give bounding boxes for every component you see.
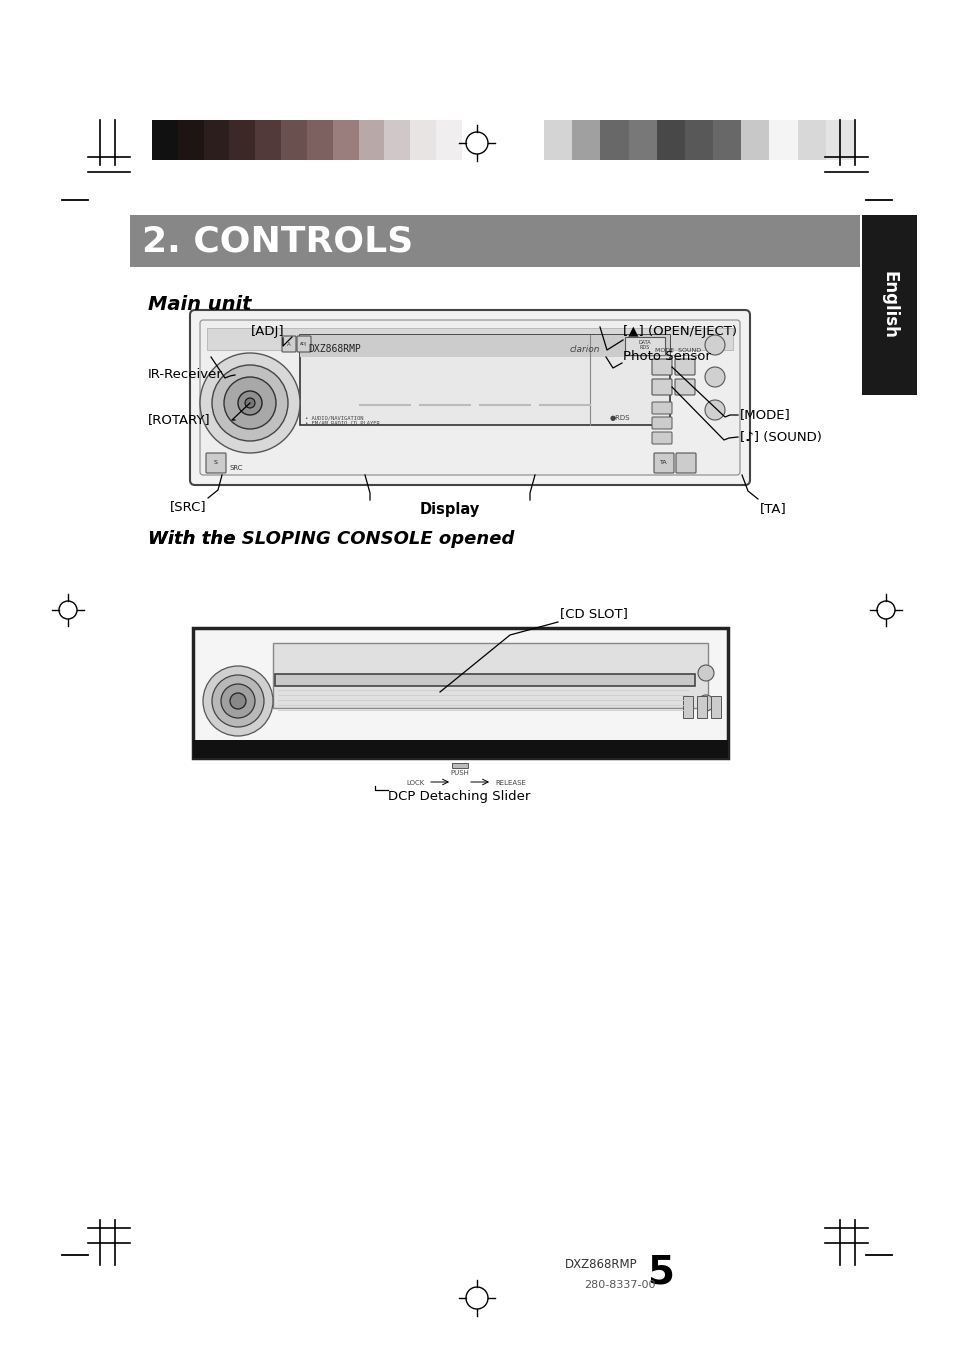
Bar (572, 120, 599, 159)
Bar (682, 696, 692, 717)
Bar (797, 120, 825, 159)
Text: With the: With the (148, 530, 241, 549)
FancyBboxPatch shape (654, 453, 673, 473)
Bar (193, 740, 727, 758)
Bar (740, 120, 769, 159)
Text: [MODE]: [MODE] (740, 408, 790, 422)
Bar (384, 120, 410, 159)
Bar (624, 336, 664, 355)
Circle shape (704, 367, 724, 386)
FancyBboxPatch shape (676, 453, 696, 473)
Bar (255, 120, 281, 159)
Text: [ROTARY]: [ROTARY] (148, 413, 211, 427)
Circle shape (245, 399, 254, 408)
Bar (333, 120, 358, 159)
Bar (281, 120, 307, 159)
Bar (599, 120, 628, 159)
Bar (207, 328, 732, 350)
Text: DXZ868RMP: DXZ868RMP (565, 1258, 638, 1271)
Bar (307, 120, 333, 159)
Circle shape (224, 377, 275, 430)
Text: SRC: SRC (230, 465, 243, 471)
Text: ADJ: ADJ (300, 342, 307, 346)
Text: • AUDIO/NAVIGATION
• FM/AM RADIO CD PLAYER: • AUDIO/NAVIGATION • FM/AM RADIO CD PLAY… (305, 415, 379, 426)
Text: IR-Receiver: IR-Receiver (148, 369, 223, 381)
FancyBboxPatch shape (200, 320, 740, 476)
Circle shape (237, 390, 262, 415)
Text: MODE  SOUND: MODE SOUND (655, 347, 700, 353)
Bar (684, 120, 712, 159)
Bar (452, 763, 468, 767)
Bar (543, 120, 572, 159)
Circle shape (698, 694, 713, 711)
FancyBboxPatch shape (675, 359, 695, 376)
FancyBboxPatch shape (651, 359, 671, 376)
Text: DXZ868RMP: DXZ868RMP (308, 345, 360, 354)
Text: DCP Detaching Slider: DCP Detaching Slider (388, 790, 530, 802)
Bar (193, 628, 727, 758)
FancyBboxPatch shape (651, 417, 671, 430)
Text: [SRC]: [SRC] (171, 500, 207, 513)
Bar (358, 120, 384, 159)
FancyBboxPatch shape (282, 336, 295, 353)
Bar (862, 215, 916, 394)
Text: RELEASE: RELEASE (495, 780, 525, 786)
Text: [CD SLOT]: [CD SLOT] (559, 607, 627, 620)
Bar (177, 120, 203, 159)
Text: Photo Sensor: Photo Sensor (622, 350, 710, 363)
Text: With the SLOPING CONSOLE opened: With the SLOPING CONSOLE opened (148, 530, 514, 549)
Bar (273, 643, 707, 708)
Bar (274, 674, 695, 686)
Bar (410, 120, 436, 159)
Bar (769, 120, 797, 159)
Text: Display: Display (419, 503, 479, 517)
FancyBboxPatch shape (651, 403, 671, 413)
FancyBboxPatch shape (190, 309, 749, 485)
Text: PUSH: PUSH (450, 770, 469, 775)
Text: Main unit: Main unit (148, 295, 252, 313)
Circle shape (698, 665, 713, 681)
Bar (230, 120, 255, 159)
Text: 5: 5 (647, 1252, 675, 1292)
Bar (152, 120, 177, 159)
Bar (697, 696, 706, 717)
Bar (130, 215, 859, 267)
FancyBboxPatch shape (651, 432, 671, 444)
Bar (712, 120, 740, 159)
Text: 2. CONTROLS: 2. CONTROLS (142, 224, 413, 258)
Bar (710, 696, 720, 717)
Bar (299, 335, 669, 357)
Text: TA: TA (659, 461, 667, 466)
Text: [ADJ]: [ADJ] (251, 326, 285, 338)
Circle shape (704, 335, 724, 355)
Text: 280-8337-00: 280-8337-00 (583, 1279, 655, 1290)
Circle shape (704, 400, 724, 420)
Text: LOCK: LOCK (406, 780, 424, 786)
Bar (203, 120, 230, 159)
Circle shape (203, 666, 273, 736)
Text: clarion: clarion (569, 345, 599, 354)
Text: ●RDS: ●RDS (609, 415, 630, 422)
Text: A: A (287, 342, 291, 346)
Text: DATA
RDS: DATA RDS (638, 339, 651, 350)
FancyBboxPatch shape (675, 380, 695, 394)
Circle shape (230, 693, 246, 709)
FancyBboxPatch shape (206, 453, 226, 473)
FancyBboxPatch shape (651, 380, 671, 394)
Circle shape (200, 353, 299, 453)
Bar (656, 120, 684, 159)
Circle shape (212, 676, 264, 727)
Circle shape (221, 684, 254, 717)
Text: [♪] (SOUND): [♪] (SOUND) (740, 431, 821, 443)
Bar (628, 120, 656, 159)
Text: S: S (213, 461, 217, 466)
Circle shape (212, 365, 288, 440)
Bar (436, 120, 461, 159)
Bar (299, 335, 669, 426)
FancyBboxPatch shape (296, 336, 311, 353)
Text: English: English (880, 272, 898, 339)
Bar (825, 120, 853, 159)
Text: [TA]: [TA] (760, 503, 786, 515)
Text: [▲] (OPEN/EJECT): [▲] (OPEN/EJECT) (622, 326, 737, 338)
